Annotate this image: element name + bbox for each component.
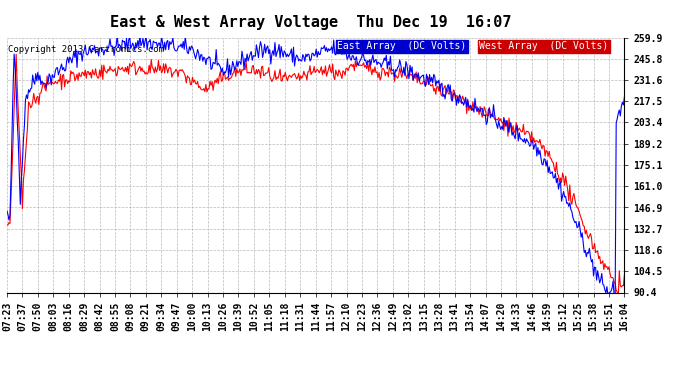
Text: East & West Array Voltage  Thu Dec 19  16:07: East & West Array Voltage Thu Dec 19 16:…	[110, 15, 511, 30]
Text: Copyright 2013 Cartronics.com: Copyright 2013 Cartronics.com	[8, 45, 164, 54]
Text: East Array  (DC Volts): East Array (DC Volts)	[337, 41, 466, 51]
Text: West Array  (DC Volts): West Array (DC Volts)	[480, 41, 609, 51]
